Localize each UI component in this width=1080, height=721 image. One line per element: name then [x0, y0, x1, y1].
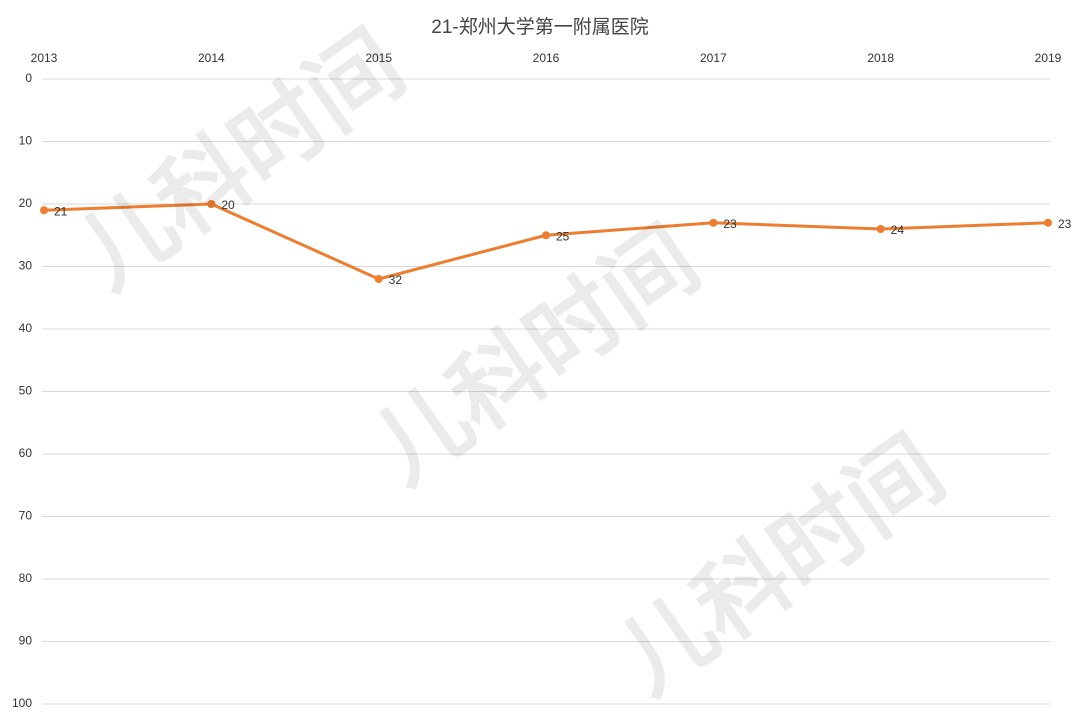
- data-label: 21: [54, 204, 68, 218]
- y-tick-label: 50: [19, 384, 33, 398]
- data-label: 20: [221, 198, 235, 212]
- y-tick-label: 80: [19, 571, 33, 585]
- point: [207, 200, 216, 208]
- data-label: 23: [723, 217, 737, 231]
- point: [876, 225, 885, 233]
- data-label: 32: [389, 273, 403, 287]
- y-tick-label: 100: [12, 696, 32, 710]
- y-tick-label: 70: [19, 509, 33, 523]
- x-tick-label: 2014: [198, 51, 225, 65]
- chart-title: 21-郑州大学第一附属医院: [431, 16, 648, 38]
- y-tick-label: 20: [19, 196, 33, 210]
- x-tick-label: 2018: [867, 51, 894, 65]
- data-label: 25: [556, 229, 570, 243]
- data-label: 24: [891, 223, 905, 237]
- y-tick-label: 90: [19, 634, 33, 648]
- x-tick-label: 2016: [533, 51, 560, 65]
- point: [709, 218, 718, 227]
- y-tick-label: 30: [19, 259, 33, 273]
- x-tick-label: 2013: [31, 51, 58, 65]
- point: [542, 231, 550, 240]
- x-tick-label: 2015: [365, 51, 392, 65]
- x-tick-label: 2019: [1035, 51, 1062, 65]
- y-tick-label: 10: [19, 134, 33, 148]
- y-tick-label: 60: [19, 446, 33, 460]
- y-tick-label: 40: [19, 321, 33, 335]
- x-tick-label: 2017: [700, 51, 727, 65]
- point: [1044, 218, 1052, 227]
- data-label: 23: [1058, 217, 1072, 231]
- point: [374, 275, 383, 283]
- y-tick-label: 0: [25, 71, 32, 85]
- point: [40, 206, 48, 215]
